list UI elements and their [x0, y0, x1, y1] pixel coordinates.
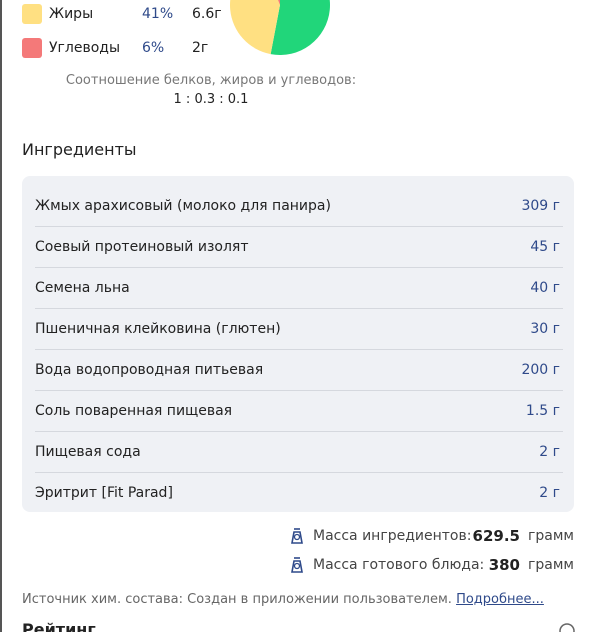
legend-percent: 6%	[142, 40, 165, 56]
row-separator	[35, 349, 563, 350]
ingredients-title: Ингредиенты	[22, 140, 137, 159]
legend-label: Углеводы	[49, 40, 120, 56]
mass-unit: грамм	[528, 557, 574, 573]
ingredient-amount: 2 г	[539, 444, 560, 460]
ingredients-panel: Жмых арахисовый (молоко для панира) 309 г…	[22, 176, 574, 512]
footer: Источник хим. состава: Создан в приложен…	[22, 592, 544, 607]
scale-icon	[291, 528, 303, 544]
ratio-value: 1 : 0.3 : 0.1	[173, 92, 249, 107]
pie-slice	[278, 0, 280, 5]
ingredient-amount: 45 г	[530, 239, 560, 255]
legend-percent: 41%	[142, 6, 174, 22]
mass-label: Масса ингредиентов:	[313, 528, 472, 544]
row-separator	[35, 472, 563, 473]
ingredient-name: Эритрит [Fit Parad]	[35, 485, 173, 501]
legend-swatch	[22, 4, 42, 24]
ingredient-name: Соль поваренная пищевая	[35, 403, 233, 419]
row-separator	[35, 267, 563, 268]
ingredient-name: Пшеничная клейковина (глютен)	[35, 321, 281, 337]
row-separator	[35, 390, 563, 391]
ingredient-name: Соевый протеиновый изолят	[35, 239, 249, 255]
mass-value: 629.5	[472, 527, 520, 545]
row-separator	[35, 431, 563, 432]
ingredient-name: Вода водопроводная питьевая	[35, 362, 264, 378]
macro-pie	[230, 0, 330, 55]
pie-slice	[270, 0, 330, 55]
ingredient-amount: 1.5 г	[525, 403, 560, 419]
row-separator	[35, 308, 563, 309]
legend-swatch	[22, 38, 42, 58]
ingredient-amount: 309 г	[521, 198, 560, 214]
ingredient-amount: 200 г	[521, 362, 560, 378]
ingredient-amount: 2 г	[539, 485, 560, 501]
pie-slice	[230, 0, 280, 55]
ingredient-name: Жмых арахисовый (молоко для панира)	[35, 198, 331, 214]
mass-label: Масса готового блюда:	[313, 557, 485, 573]
footer-text: Источник хим. состава: Создан в приложен…	[22, 592, 452, 607]
ratio-caption: Соотношение белков, жиров и углеводов:	[65, 73, 357, 88]
ingredient-amount: 30 г	[530, 321, 560, 337]
row-separator	[35, 226, 563, 227]
legend-grams: 6.6г	[192, 6, 222, 22]
footer-link[interactable]: Подробнее...	[456, 592, 544, 607]
ingredient-name: Пищевая сода	[35, 444, 141, 460]
legend-label: Жиры	[49, 6, 94, 22]
scale-icon	[291, 557, 303, 573]
rating-title: Рейтинг	[22, 620, 96, 632]
rating-icon[interactable]	[558, 622, 576, 632]
legend-grams: 2г	[192, 40, 209, 56]
ingredient-name: Семена льна	[35, 280, 130, 296]
mass-value: 380	[488, 556, 520, 574]
mass-unit: грамм	[528, 528, 574, 544]
ingredient-amount: 40 г	[530, 280, 560, 296]
